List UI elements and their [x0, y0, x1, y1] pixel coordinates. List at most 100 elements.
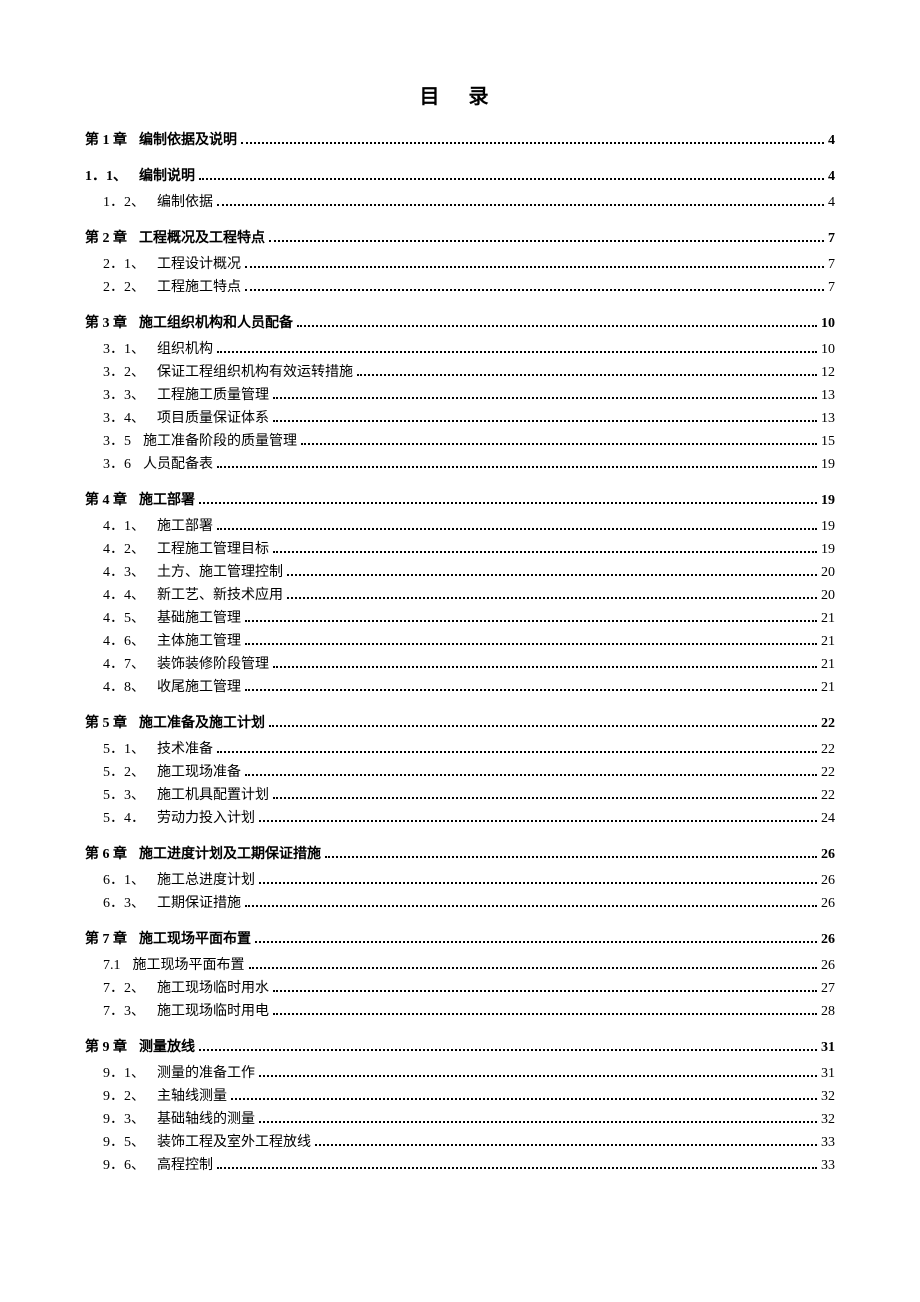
toc-entry-number: 3．2、	[103, 361, 145, 381]
toc-entry-text: 保证工程组织机构有效运转措施	[157, 361, 353, 381]
toc-sub-row: 3．6 人员配备表19	[85, 453, 835, 473]
toc-sub-row: 5．2、 施工现场准备22	[85, 761, 835, 781]
toc-entry-page: 10	[821, 316, 835, 332]
toc-entry-page: 19	[821, 519, 835, 535]
toc-entry-page: 19	[821, 542, 835, 558]
toc-entry-page: 15	[821, 434, 835, 450]
toc-dots	[241, 142, 824, 144]
toc-dots	[259, 882, 817, 884]
toc-entry-page: 4	[828, 169, 835, 185]
toc-entry-page: 24	[821, 811, 835, 827]
toc-sub-row: 9．2、主轴线测量32	[85, 1085, 835, 1105]
toc-entry-text: 基础轴线的测量	[157, 1108, 255, 1128]
toc-entry-number: 4．6、	[103, 630, 145, 650]
toc-dots	[315, 1144, 817, 1146]
toc-sub-row: 4．4、 新工艺、新技术应用20	[85, 584, 835, 604]
toc-sub-row: 2．2、工程施工特点7	[85, 276, 835, 296]
toc-entry-page: 31	[821, 1066, 835, 1082]
toc-chapter-row: 第 6 章施工进度计划及工期保证措施26	[85, 843, 835, 863]
toc-sub-row: 3．5 施工准备阶段的质量管理15	[85, 430, 835, 450]
toc-entry-page: 26	[821, 958, 835, 974]
toc-entry-page: 13	[821, 411, 835, 427]
toc-entry-number: 7．2、	[103, 977, 145, 997]
toc-chapter-row: 第 1 章编制依据及说明4	[85, 129, 835, 149]
toc-dots	[273, 420, 817, 422]
toc-entry-page: 20	[821, 588, 835, 604]
toc-sub-row: 3．3、 工程施工质量管理13	[85, 384, 835, 404]
toc-dots	[269, 725, 817, 727]
toc-chapter-row: 第 4 章施工部署19	[85, 489, 835, 509]
toc-entry-page: 21	[821, 657, 835, 673]
toc-sub-row: 7．3、 施工现场临时用电28	[85, 1000, 835, 1020]
toc-dots	[297, 325, 817, 327]
toc-sub-row: 4．5、基础施工管理21	[85, 607, 835, 627]
toc-entry-text: 施工现场平面布置	[139, 928, 251, 948]
toc-entry-number: 1．1、	[85, 165, 127, 185]
toc-dots	[217, 466, 817, 468]
toc-entry-text: 组织机构	[157, 338, 213, 358]
toc-dots	[231, 1098, 817, 1100]
toc-entry-text: 主体施工管理	[157, 630, 241, 650]
toc-entry-number: 5．2、	[103, 761, 145, 781]
toc-entry-page: 32	[821, 1112, 835, 1128]
toc-entry-page: 21	[821, 680, 835, 696]
toc-entry-number: 第 1 章	[85, 129, 127, 149]
toc-dots	[245, 620, 817, 622]
toc-entry-page: 26	[821, 896, 835, 912]
toc-entry-page: 27	[821, 981, 835, 997]
toc-entry-number: 9．6、	[103, 1154, 145, 1174]
toc-entry-text: 项目质量保证体系	[157, 407, 269, 427]
toc-entry-page: 4	[828, 133, 835, 149]
toc-entry-number: 5．4．	[103, 807, 145, 827]
toc-entry-number: 4．3、	[103, 561, 145, 581]
toc-sub-row: 9．5、装饰工程及室外工程放线33	[85, 1131, 835, 1151]
toc-sub-row: 2．1、工程设计概况7	[85, 253, 835, 273]
toc-entry-text: 施工现场准备	[157, 761, 241, 781]
toc-entry-page: 28	[821, 1004, 835, 1020]
toc-sub-row: 9．3、基础轴线的测量32	[85, 1108, 835, 1128]
toc-entry-number: 5．1、	[103, 738, 145, 758]
toc-entry-page: 26	[821, 873, 835, 889]
toc-sub-row: 9．6、高程控制33	[85, 1154, 835, 1174]
toc-sub-row: 1．1、编制说明4	[85, 165, 835, 185]
toc-entry-text: 工程施工管理目标	[157, 538, 269, 558]
toc-entry-text: 人员配备表	[143, 453, 213, 473]
toc-dots	[245, 905, 817, 907]
toc-dots	[249, 967, 818, 969]
toc-dots	[287, 597, 817, 599]
toc-entry-text: 高程控制	[157, 1154, 213, 1174]
toc-dots	[217, 528, 817, 530]
toc-chapter-row: 第 3 章施工组织机构和人员配备10	[85, 312, 835, 332]
toc-entry-number: 6．3、	[103, 892, 145, 912]
toc-dots	[301, 443, 817, 445]
toc-entry-number: 3．5	[103, 430, 131, 450]
toc-chapter-row: 第 7 章施工现场平面布置26	[85, 928, 835, 948]
toc-entry-number: 1．2、	[103, 191, 145, 211]
toc-container: 第 1 章编制依据及说明41．1、编制说明41．2、编制依据4第 2 章工程概况…	[85, 129, 835, 1174]
toc-entry-text: 施工部署	[157, 515, 213, 535]
toc-dots	[217, 1167, 817, 1169]
toc-entry-number: 2．1、	[103, 253, 145, 273]
toc-entry-page: 13	[821, 388, 835, 404]
toc-entry-number: 4．7、	[103, 653, 145, 673]
toc-entry-page: 12	[821, 365, 835, 381]
toc-entry-page: 33	[821, 1135, 835, 1151]
toc-dots	[259, 1121, 817, 1123]
toc-entry-page: 22	[821, 788, 835, 804]
toc-entry-number: 6．1、	[103, 869, 145, 889]
toc-entry-text: 劳动力投入计划	[157, 807, 255, 827]
toc-entry-page: 19	[821, 493, 835, 509]
toc-entry-number: 第 9 章	[85, 1036, 127, 1056]
toc-dots	[255, 941, 817, 943]
toc-entry-text: 技术准备	[157, 738, 213, 758]
toc-entry-text: 装饰工程及室外工程放线	[157, 1131, 311, 1151]
toc-entry-text: 施工现场临时用电	[157, 1000, 269, 1020]
toc-dots	[269, 240, 824, 242]
toc-entry-text: 工程施工特点	[157, 276, 241, 296]
toc-entry-text: 编制依据	[157, 191, 213, 211]
toc-dots	[199, 178, 824, 180]
toc-entry-number: 第 4 章	[85, 489, 127, 509]
toc-entry-page: 20	[821, 565, 835, 581]
toc-entry-page: 10	[821, 342, 835, 358]
toc-dots	[245, 266, 824, 268]
